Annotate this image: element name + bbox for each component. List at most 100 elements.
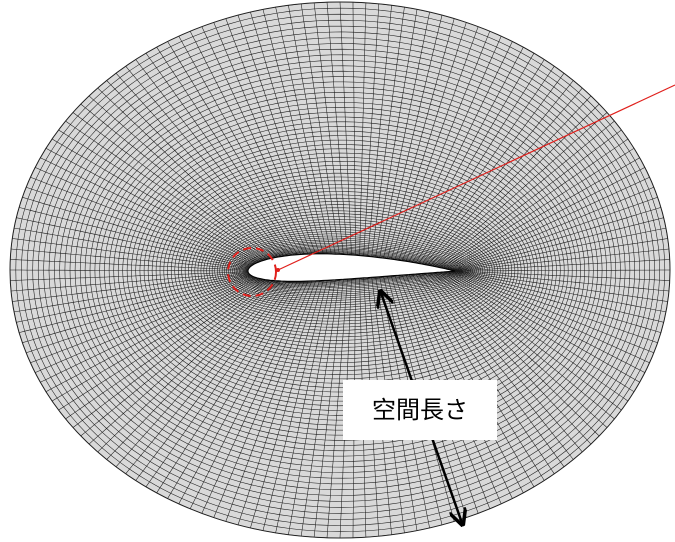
mesh-radial — [58, 129, 264, 261]
mesh-radial — [387, 18, 455, 259]
mesh-radial — [125, 66, 285, 257]
mesh-radial — [19, 207, 251, 267]
mesh-radial — [106, 80, 279, 258]
airfoil — [247, 253, 456, 282]
mesh-radial — [446, 271, 646, 373]
mesh-radial — [167, 281, 298, 499]
mesh-radial — [288, 5, 336, 255]
mesh-radial — [135, 281, 288, 481]
mesh-radial — [189, 280, 305, 509]
mesh-radial — [237, 280, 320, 525]
mesh-radial — [34, 277, 256, 373]
mesh-radial — [22, 197, 253, 266]
mesh-radial — [51, 138, 262, 262]
mesh-radial — [435, 112, 608, 267]
mesh-radial — [441, 138, 629, 269]
mesh-radial — [359, 2, 367, 256]
mesh-radial — [421, 73, 565, 265]
mesh-radial — [275, 280, 332, 533]
mesh-radial — [363, 3, 380, 256]
mesh-radial — [262, 280, 328, 531]
mesh-radial — [352, 278, 356, 538]
mesh-radial — [432, 103, 600, 267]
mesh-radial — [72, 279, 268, 428]
mesh-radial — [167, 41, 298, 255]
mesh-radial — [213, 22, 313, 255]
mesh-radial — [445, 157, 640, 269]
mesh-radial — [22, 275, 253, 343]
mesh-radial — [30, 176, 255, 265]
mesh-radial — [359, 278, 367, 538]
mesh-radial — [201, 280, 309, 514]
mesh-radial — [371, 7, 405, 257]
mesh-radial — [427, 272, 583, 453]
mesh-radial — [262, 9, 328, 254]
mesh-radial — [26, 276, 254, 354]
mesh-radial — [339, 1, 352, 255]
mesh-radial — [225, 18, 316, 255]
mesh-radial — [16, 274, 250, 323]
mesh-radial — [145, 281, 291, 487]
mesh-radial — [424, 80, 574, 265]
mesh-radial — [178, 36, 302, 255]
mesh-radial — [424, 273, 574, 460]
mesh-radial — [454, 270, 670, 292]
mesh-radial — [449, 271, 654, 354]
mesh-radial — [398, 31, 491, 261]
pointer-line — [277, 84, 675, 271]
mesh-radial — [415, 59, 545, 264]
mesh-radial — [363, 277, 380, 537]
mesh-radial — [352, 2, 356, 256]
pointer-dot — [276, 268, 280, 272]
mesh-radial — [300, 279, 340, 537]
leading-edge-highlight — [227, 247, 277, 297]
mesh-radial — [339, 278, 352, 539]
mesh-radial — [45, 148, 260, 263]
mesh-radial — [453, 270, 666, 313]
mesh-radial — [34, 167, 257, 264]
mesh-radial — [12, 238, 249, 269]
mesh-radial — [30, 276, 255, 364]
mesh-radial — [156, 281, 295, 493]
mesh-radial — [250, 280, 324, 528]
mesh-radial — [65, 120, 266, 261]
mesh-radial — [19, 274, 252, 333]
mesh-radial — [12, 272, 249, 302]
mesh-radial — [450, 197, 658, 271]
mesh-radial — [375, 9, 418, 258]
mesh-radial — [58, 278, 264, 411]
mesh-radial — [313, 279, 344, 538]
mesh-radial — [40, 277, 258, 383]
mesh-radial — [10, 248, 249, 270]
mesh-radial — [10, 272, 249, 292]
mesh-radial — [45, 278, 260, 392]
mesh-radial — [452, 207, 661, 271]
label-box — [343, 380, 497, 440]
mesh-radial — [427, 87, 583, 266]
mesh-radial — [326, 2, 348, 255]
mesh-radial — [443, 148, 635, 269]
mesh-radial — [51, 278, 262, 402]
mesh-radial — [10, 259, 249, 271]
mesh-radial — [225, 280, 316, 522]
mesh-radial — [443, 271, 635, 392]
mesh-radial — [453, 270, 664, 323]
mesh-radial — [201, 26, 309, 255]
mesh-radial — [418, 66, 555, 264]
mesh-radial — [10, 269, 248, 272]
mesh-radial — [178, 281, 302, 504]
mesh-radial — [275, 7, 332, 254]
mesh-radial — [446, 167, 646, 270]
mesh-radial — [450, 271, 658, 343]
mesh-radial — [441, 271, 629, 402]
mesh-radial — [454, 259, 670, 272]
mesh-radial — [439, 129, 622, 268]
mesh-radial — [454, 270, 668, 302]
mesh-radial — [390, 22, 467, 260]
mesh-radial — [449, 186, 654, 271]
mesh-radial — [383, 15, 443, 259]
mesh-radial — [326, 279, 348, 538]
mesh-radial — [454, 270, 670, 281]
mesh-radial — [379, 12, 430, 258]
